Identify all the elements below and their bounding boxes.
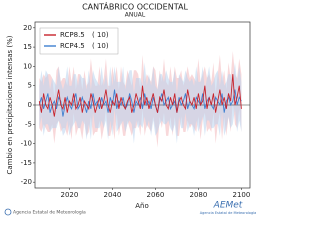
y-tick-label: 20 — [23, 24, 32, 32]
logo-subtitle: Agencia Estatal de Meteorología — [200, 211, 257, 215]
legend-note: ( 10) — [92, 42, 109, 50]
x-tick-label: 2060 — [146, 191, 164, 199]
chart: CANTÁBRICO OCCIDENTAL ANUAL Cambio en pr… — [4, 0, 257, 216]
y-tick-label: -10 — [21, 140, 32, 148]
legend-label: RCP8.5 — [60, 31, 85, 39]
x-tick-label: 2020 — [60, 191, 78, 199]
plot-frame — [34, 21, 251, 189]
uncertainty-band — [39, 62, 242, 144]
chart-title: CANTÁBRICO OCCIDENTAL — [82, 1, 188, 12]
y-tick-label: 5 — [28, 82, 32, 90]
x-tick-label: 2040 — [103, 191, 121, 199]
legend-box — [39, 27, 119, 55]
chart-subtitle: ANUAL — [125, 12, 146, 19]
x-tick-label: 2080 — [189, 191, 207, 199]
y-tick-label: -5 — [25, 120, 32, 128]
x-tick-label: 2100 — [232, 191, 250, 199]
series-line — [38, 74, 242, 117]
y-tick-label: -20 — [21, 178, 32, 186]
x-axis-label: Año — [135, 202, 149, 210]
y-tick-label: 10 — [23, 62, 32, 70]
footer-agency: Agencia Estatal de Meteorología — [13, 209, 86, 216]
y-axis-label: Cambio en precipitaciones intensas (%) — [6, 35, 14, 174]
logo: AEMet — [213, 201, 243, 211]
y-tick-label: 15 — [23, 43, 32, 51]
legend-note: ( 10) — [92, 31, 109, 39]
legend-label: RCP4.5 — [60, 42, 85, 50]
agency-icon — [4, 208, 12, 216]
y-tick-label: -15 — [21, 159, 32, 167]
y-tick-label: 0 — [28, 101, 32, 109]
series-line — [38, 89, 242, 117]
